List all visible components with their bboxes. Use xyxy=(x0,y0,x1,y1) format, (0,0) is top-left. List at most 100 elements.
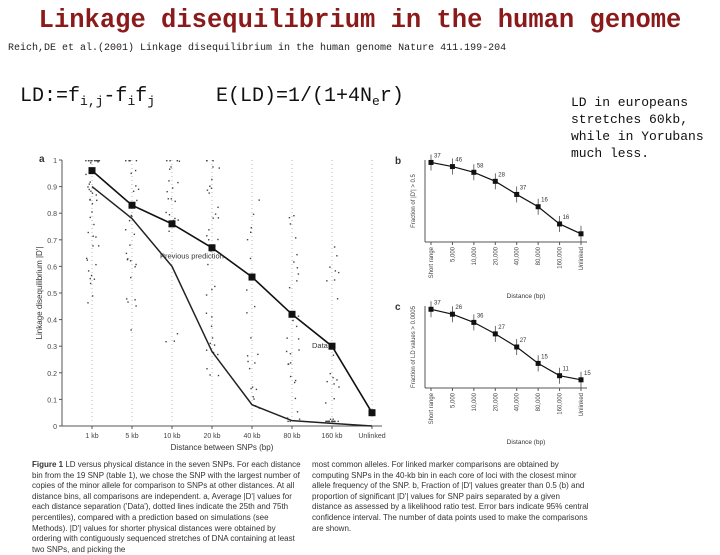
scatter-dot xyxy=(211,316,213,318)
scatter-dot xyxy=(252,396,254,398)
scatter-dot xyxy=(297,338,300,340)
x-tick-label: Short range xyxy=(429,246,435,278)
scatter-dot xyxy=(337,420,339,423)
scatter-dot xyxy=(165,211,167,214)
x-tick-label: 20,000 xyxy=(493,246,499,265)
scatter-dot xyxy=(95,236,97,238)
scatter-dot xyxy=(248,367,251,370)
scatter-dot xyxy=(326,420,328,423)
ld-note: LD in europeans stretches 60kb, while in… xyxy=(571,95,704,161)
point-label: 15 xyxy=(541,354,548,360)
scatter-dot xyxy=(205,294,208,296)
caption-left: Figure 1 LD versus physical distance in … xyxy=(32,460,301,554)
scatter-dot xyxy=(91,160,93,162)
scatter-dot xyxy=(295,325,298,328)
scatter-dot xyxy=(93,223,95,226)
x-tick-label: 40,000 xyxy=(515,392,521,411)
scatter-dot xyxy=(327,420,329,423)
scatter-dot xyxy=(125,252,128,255)
scatter-dot xyxy=(217,217,220,219)
scatter-dot xyxy=(168,180,170,182)
scatter-dot xyxy=(297,315,300,317)
scatter-dot xyxy=(85,160,87,162)
scatter-dot xyxy=(247,360,249,363)
x-tick-label: 80,000 xyxy=(536,392,542,411)
data-point xyxy=(449,311,455,317)
x-tick-label: 20,000 xyxy=(493,392,499,411)
scatter-dot xyxy=(213,344,216,346)
scatter-dot xyxy=(333,420,335,423)
scatter-dot xyxy=(126,258,129,261)
scatter-dot xyxy=(287,420,289,423)
y-tick-label: 1 xyxy=(53,158,57,165)
panel-c: c Fraction of LD values > 0.0005 Short ran… xyxy=(395,300,591,446)
y-tick-label: 0.6 xyxy=(47,264,57,271)
scatter-dot xyxy=(296,280,298,282)
scatter-dot xyxy=(87,302,89,304)
scatter-dot xyxy=(174,217,176,220)
x-tick-label: Short range xyxy=(429,392,435,424)
scatter-dot xyxy=(97,161,99,163)
x-tick-label: 160,000 xyxy=(558,246,564,268)
x-tick-label: 1 kb xyxy=(85,433,98,440)
scatter-dot xyxy=(176,333,179,335)
scatter-dot xyxy=(91,192,94,194)
y-tick-label: 0.2 xyxy=(47,371,57,378)
scatter-dot xyxy=(217,206,219,209)
scatter-dot xyxy=(334,270,337,272)
scatter-dot xyxy=(96,160,98,162)
scatter-dot xyxy=(209,374,211,376)
scatter-dot xyxy=(333,246,336,248)
data-point xyxy=(578,377,584,383)
y-tick-label: 0.9 xyxy=(47,185,57,192)
scatter-dot xyxy=(133,233,136,235)
y-axis-label: Linkage disequilibrium |D'| xyxy=(35,247,44,340)
scatter-dot xyxy=(129,160,131,162)
y-axis-label: Fraction of LD values > 0.0005 xyxy=(411,305,417,388)
x-tick-label: 160,000 xyxy=(558,392,564,414)
scatter-dot xyxy=(326,380,328,383)
scatter-dot xyxy=(90,162,92,164)
scatter-dot xyxy=(208,239,210,241)
scatter-dot xyxy=(294,237,297,239)
scatter-dot xyxy=(96,199,98,202)
scatter-dot xyxy=(332,420,334,423)
scatter-dot xyxy=(177,181,179,184)
data-point xyxy=(168,220,176,228)
scatter-dot xyxy=(255,388,258,391)
scatter-dot xyxy=(296,411,299,413)
scatter-dot xyxy=(251,386,254,388)
data-point xyxy=(88,167,96,175)
scatter-dot xyxy=(294,397,297,400)
scatter-dot xyxy=(170,166,172,168)
scatter-dot xyxy=(207,263,209,266)
data-point xyxy=(248,273,256,281)
scatter-dot xyxy=(85,257,88,260)
scatter-dot xyxy=(98,160,101,162)
scatter-dot xyxy=(88,160,90,162)
data-line xyxy=(91,170,373,414)
data-point xyxy=(557,373,563,379)
scatter-dot xyxy=(249,257,252,260)
scatter-dot xyxy=(336,255,338,257)
scatter-dot xyxy=(137,188,140,191)
scatter-dot xyxy=(333,383,335,385)
scatter-dot xyxy=(329,266,331,268)
scatter-dot xyxy=(89,277,91,280)
scatter-dot xyxy=(326,280,328,282)
scatter-dot xyxy=(205,349,208,351)
scatter-dot xyxy=(298,418,301,420)
slide-title: Linkage disequilibrium in the human geno… xyxy=(38,6,682,35)
data-point xyxy=(492,178,498,184)
scatter-dot xyxy=(169,160,171,162)
scatter-dot xyxy=(253,398,255,400)
x-tick-label: 20 kb xyxy=(203,433,220,440)
scatter-dot xyxy=(130,276,132,279)
data-point xyxy=(471,319,477,325)
scatter-dot xyxy=(125,229,127,231)
scatter-dot xyxy=(331,420,333,423)
scatter-dot xyxy=(254,362,256,364)
scatter-dot xyxy=(210,187,213,189)
scatter-dot xyxy=(91,211,93,213)
scatter-dot xyxy=(289,362,292,364)
